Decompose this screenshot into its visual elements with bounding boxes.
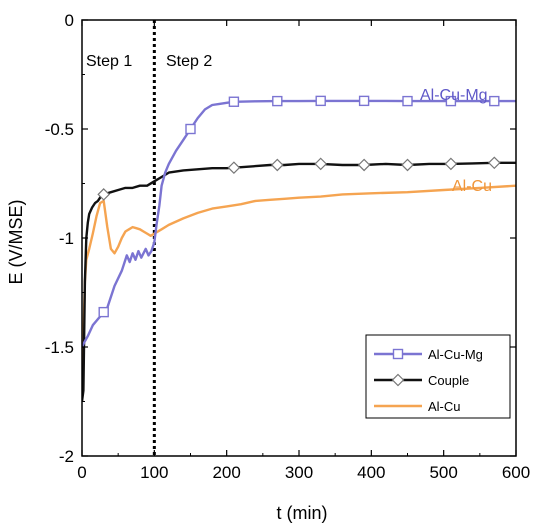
marker-al-cu-mg-7: [445, 95, 457, 107]
series-labels: Al-Cu-Mg Al-Cu: [420, 87, 492, 195]
marker-couple-4: [357, 158, 371, 172]
series-al-cu-mg: [82, 95, 516, 348]
marker-al-cu-mg-3: [272, 95, 283, 107]
marker-al-cu-mg-1: [185, 123, 196, 135]
series-al-cu: [82, 184, 516, 402]
x-axis-title: t (min): [277, 503, 328, 523]
legend-label-al-cu: Al-Cu: [428, 399, 461, 414]
x-tick-label-3: 300: [285, 463, 313, 482]
marker-couple-2: [270, 158, 284, 172]
marker-al-cu-mg-4: [315, 95, 326, 107]
y-axis-title: E (V/MSE): [6, 199, 26, 284]
series-couple: [82, 156, 516, 402]
marker-al-cu-mg-2: [228, 96, 240, 107]
legend-label-couple: Couple: [428, 373, 469, 388]
x-tick-label-6: 600: [502, 463, 530, 482]
legend-box: [365, 334, 511, 419]
marker-al-cu-mg-5: [358, 95, 370, 107]
x-tick-label-4: 400: [357, 463, 385, 482]
x-tick-label-2: 200: [212, 463, 240, 482]
y-tick-label-3: -1.5: [45, 338, 74, 357]
marker-al-cu-mg-6: [402, 95, 413, 107]
axes: 0 100 200 300 400 500 600 0 -0.5 -1 -1.5 -2: [45, 11, 530, 482]
y-tick-label-0: 0: [65, 11, 74, 30]
step2-label: Step 2: [166, 53, 212, 70]
marker-couple-7: [487, 156, 501, 170]
series-line-al-cu-mg: [82, 99, 516, 348]
plot-area: [82, 20, 516, 456]
step1-label: Step 1: [86, 53, 132, 70]
marker-couple-3: [314, 157, 328, 171]
x-tick-label-5: 500: [429, 463, 457, 482]
y-tick-label-4: -2: [59, 447, 74, 466]
series-label-al-cu: Al-Cu: [452, 178, 492, 195]
legend-marker-al-cu-mg: [392, 348, 404, 360]
y-tick-label-2: -1: [59, 229, 74, 248]
marker-couple-0: [97, 188, 111, 201]
annotations: Step 1 Step 2: [86, 53, 212, 70]
marker-al-cu-mg-0: [98, 306, 109, 318]
x-tick-label-0: 0: [77, 463, 86, 482]
x-tick-label-1: 100: [140, 463, 168, 482]
series-line-couple: [82, 161, 516, 402]
legend-marker-couple: [391, 373, 405, 387]
marker-couple-5: [401, 158, 414, 172]
marker-couple-6: [444, 157, 458, 171]
y-tick-label-1: -0.5: [45, 120, 74, 139]
legend: Al-Cu-Mg Couple Al-Cu: [365, 334, 511, 419]
series-label-al-cu-mg: Al-Cu-Mg: [420, 87, 488, 104]
legend-label-al-cu-mg: Al-Cu-Mg: [428, 347, 483, 362]
series-line-al-cu: [82, 184, 516, 402]
marker-al-cu-mg-8: [489, 95, 500, 107]
marker-couple-1: [227, 161, 241, 175]
